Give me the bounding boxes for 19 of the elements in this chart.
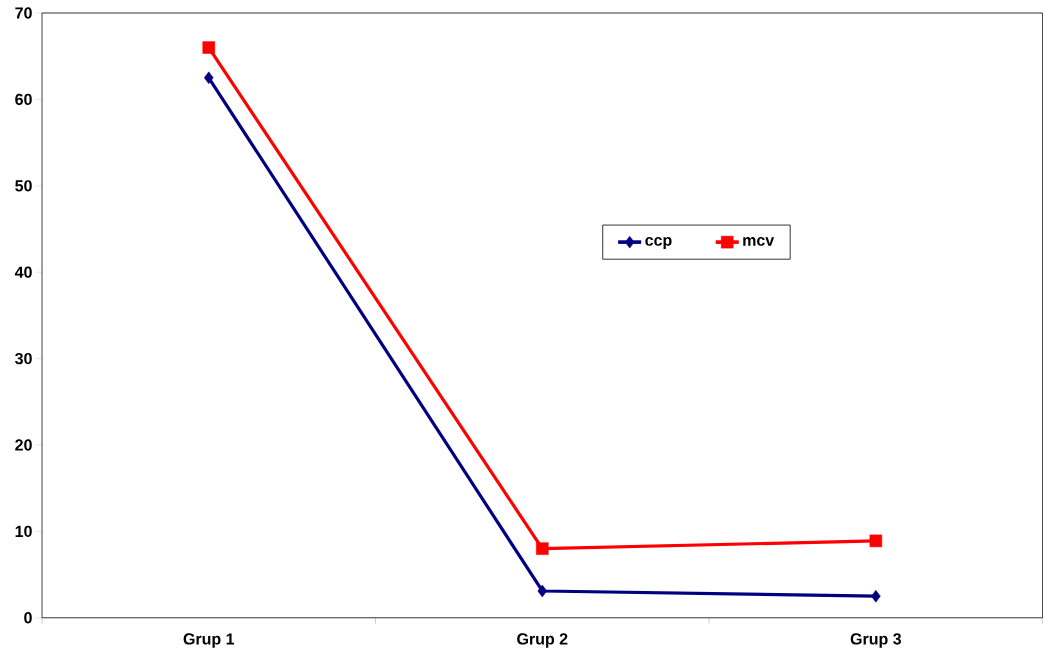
legend-label: ccp xyxy=(645,237,672,250)
y-tick-label: 70 xyxy=(15,7,32,19)
x-tick-label: Grup 1 xyxy=(183,633,235,648)
legend-label: mcv xyxy=(743,237,775,246)
y-tick-label: 50 xyxy=(15,180,32,192)
point xyxy=(537,584,548,598)
y-tick-label: 40 xyxy=(14,266,32,278)
x-tick-label: Grup 3 xyxy=(850,633,902,648)
x-tick-label: Grup 2 xyxy=(517,633,568,648)
y-tick-label: 20 xyxy=(15,439,32,451)
y-tick-label: 30 xyxy=(15,353,32,365)
y-tick-label: 0 xyxy=(24,612,32,624)
point xyxy=(536,542,549,556)
y-tick-label: 60 xyxy=(15,93,32,106)
y-tick-label: 10 xyxy=(15,525,32,538)
point xyxy=(202,41,215,54)
point xyxy=(869,534,883,548)
point xyxy=(204,71,214,85)
point xyxy=(871,590,881,603)
